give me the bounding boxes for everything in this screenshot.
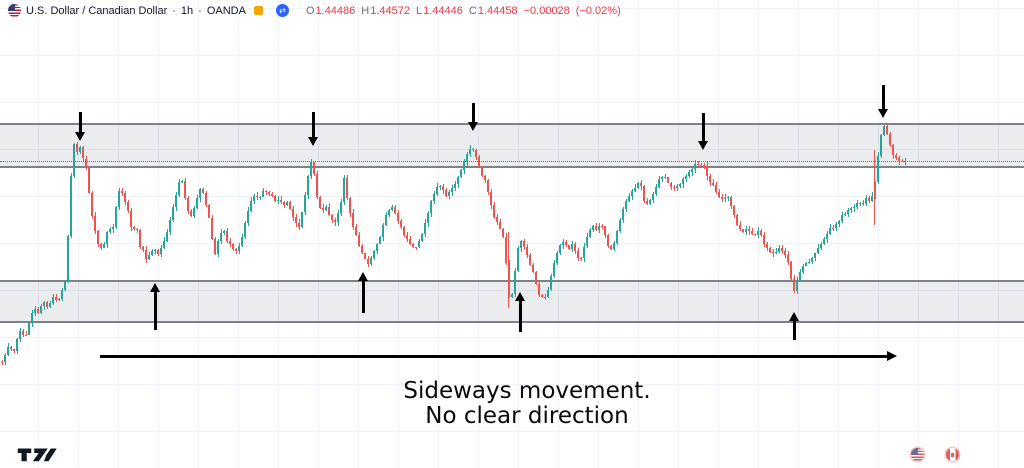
legend-separator: · (198, 4, 202, 17)
close-value: 1.44458 (477, 4, 518, 17)
low-value: 1.44446 (423, 4, 463, 17)
tradingview-logo[interactable] (16, 447, 60, 467)
annotation-line-1: Sideways movement. (403, 378, 651, 404)
sideways-annotation-text[interactable]: Sideways movement. No clear direction (327, 379, 727, 429)
high-value: 1.44572 (370, 4, 410, 17)
symbol-legend[interactable]: U.S. Dollar / Canadian Dollar · 1h · OAN… (8, 4, 621, 17)
low-label: L (416, 4, 423, 17)
open-value: 1.44486 (315, 4, 356, 17)
oanda-logo-icon: ⇄ (275, 4, 289, 17)
us-flag-icon (8, 4, 21, 17)
us-flag-icon (911, 448, 924, 461)
market-status-icon[interactable] (253, 6, 263, 15)
legend-separator: · (172, 4, 176, 17)
change-percent: (−0.02%) (575, 4, 621, 17)
symbol-flags-watermark (911, 448, 959, 461)
symbol-title[interactable]: U.S. Dollar / Canadian Dollar (26, 4, 168, 17)
open-label: O (305, 4, 315, 17)
close-label: C (468, 4, 477, 17)
canada-flag-icon (946, 448, 959, 461)
ohlc-readout: O1.44486 H1.44572 L1.44446 C1.44458 −0.0… (306, 5, 621, 17)
change-value: −0.00028 (523, 4, 570, 17)
interval-label[interactable]: 1h (180, 4, 194, 17)
annotation-line-2: No clear direction (425, 403, 629, 429)
exchange-label[interactable]: OANDA (206, 4, 246, 17)
high-label: H (361, 4, 370, 17)
